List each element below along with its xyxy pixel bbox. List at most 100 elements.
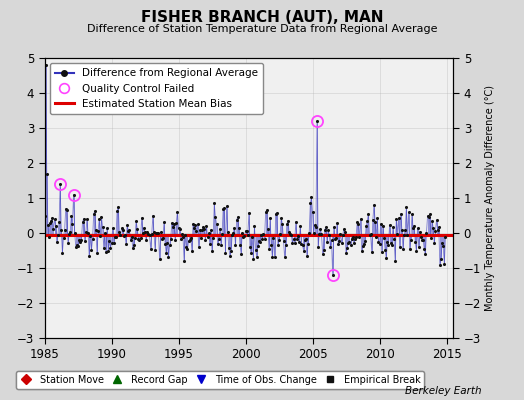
Point	[94, 227, 102, 234]
Point	[118, 227, 127, 234]
Point	[233, 217, 241, 223]
Point	[135, 237, 144, 244]
Point	[297, 241, 305, 247]
Point	[257, 232, 265, 238]
Point	[153, 230, 161, 236]
Point	[439, 243, 447, 250]
Point	[429, 224, 438, 231]
Point	[409, 225, 417, 231]
Point	[326, 244, 335, 250]
Point	[210, 200, 219, 207]
Point	[373, 215, 381, 222]
Point	[122, 241, 130, 247]
Point	[343, 245, 352, 252]
Point	[248, 233, 256, 240]
Point	[149, 212, 157, 219]
Point	[140, 224, 148, 231]
Point	[358, 243, 367, 249]
Point	[128, 244, 137, 251]
Point	[42, 171, 51, 178]
Point	[315, 230, 323, 237]
Point	[192, 228, 201, 234]
Point	[134, 236, 143, 242]
Point	[401, 226, 409, 233]
Point	[46, 220, 54, 226]
Point	[102, 248, 110, 255]
Point	[402, 204, 410, 210]
Point	[81, 238, 89, 244]
Point	[289, 236, 298, 242]
Point	[249, 256, 258, 262]
Point	[250, 222, 259, 229]
Point	[91, 208, 99, 214]
Point	[76, 238, 84, 245]
Point	[43, 221, 52, 228]
Point	[387, 240, 395, 246]
Point	[93, 250, 101, 256]
Point	[78, 219, 86, 226]
Point	[61, 205, 70, 212]
Point	[344, 240, 353, 246]
Text: Berkeley Earth: Berkeley Earth	[406, 386, 482, 396]
Point	[331, 236, 339, 242]
Point	[302, 236, 310, 242]
Point	[437, 255, 445, 262]
Point	[144, 231, 152, 237]
Point	[292, 218, 300, 225]
Point	[181, 232, 190, 238]
Point	[172, 220, 180, 226]
Point	[391, 258, 399, 264]
Point	[218, 231, 226, 237]
Point	[253, 254, 261, 260]
Point	[199, 224, 208, 230]
Point	[227, 248, 235, 254]
Point	[325, 232, 333, 239]
Point	[47, 218, 56, 225]
Point	[384, 242, 392, 248]
Point	[100, 244, 108, 251]
Point	[411, 239, 420, 246]
Point	[73, 242, 81, 248]
Point	[286, 231, 294, 238]
Point	[97, 214, 106, 220]
Point	[49, 226, 58, 232]
Point	[207, 227, 215, 233]
Point	[66, 229, 74, 235]
Point	[407, 237, 415, 243]
Point	[419, 236, 427, 243]
Point	[156, 256, 164, 262]
Point	[256, 239, 264, 246]
Point	[307, 194, 315, 200]
Point	[246, 244, 254, 250]
Point	[212, 221, 221, 227]
Point	[213, 240, 222, 247]
Point	[125, 227, 134, 233]
Point	[406, 246, 414, 252]
Point	[259, 231, 268, 238]
Point	[196, 235, 205, 241]
Point	[95, 216, 103, 222]
Point	[184, 238, 193, 244]
Point	[336, 231, 345, 237]
Point	[389, 224, 397, 230]
Point	[72, 244, 80, 251]
Point	[356, 216, 365, 222]
Point	[69, 191, 78, 198]
Point	[224, 228, 232, 235]
Point	[347, 236, 356, 242]
Point	[74, 243, 82, 249]
Point	[397, 210, 405, 217]
Point	[176, 226, 184, 232]
Point	[252, 246, 260, 253]
Point	[205, 241, 214, 247]
Point	[234, 214, 242, 220]
Point	[324, 227, 332, 233]
Point	[148, 231, 156, 238]
Point	[330, 224, 338, 231]
Point	[319, 250, 327, 257]
Point	[361, 238, 369, 244]
Point	[416, 229, 424, 235]
Point	[275, 237, 283, 244]
Point	[239, 234, 247, 240]
Point	[121, 232, 129, 238]
